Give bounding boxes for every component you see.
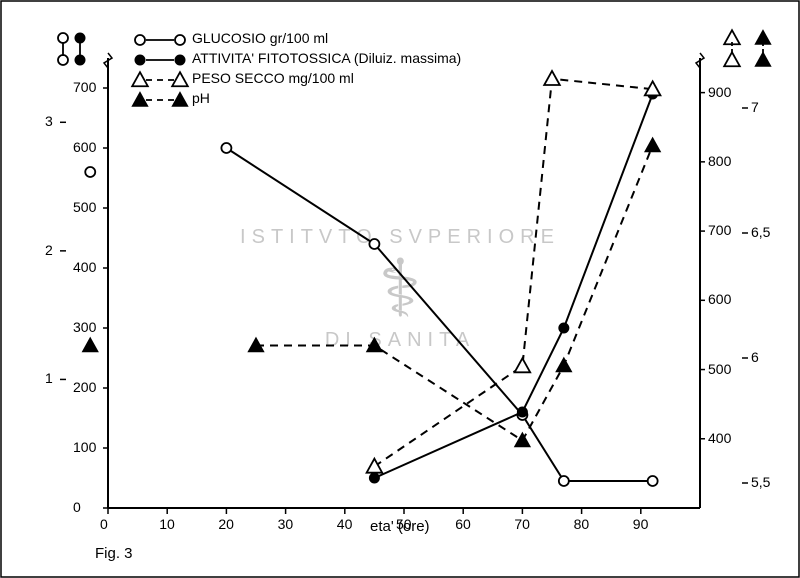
y-left-inner-tick: 600 xyxy=(73,139,96,155)
x-tick: 60 xyxy=(455,516,471,532)
y-right-inner-tick: 900 xyxy=(708,84,731,100)
y-left-inner-tick: 700 xyxy=(73,79,96,95)
y-right-outer-tick: 7 xyxy=(751,99,759,115)
y-left-outer-tick: 1 xyxy=(45,370,53,386)
y-right-outer-tick: 6 xyxy=(751,349,759,365)
y-left-inner-tick: 200 xyxy=(73,379,96,395)
x-tick: 50 xyxy=(396,516,412,532)
y-right-inner-tick: 800 xyxy=(708,153,731,169)
y-left-outer-tick: 3 xyxy=(45,113,53,129)
y-left-inner-tick: 500 xyxy=(73,199,96,215)
x-tick: 20 xyxy=(218,516,234,532)
legend-item-0: GLUCOSIO gr/100 ml xyxy=(192,30,328,46)
legend-item-3: pH xyxy=(192,90,210,106)
plot-svg xyxy=(0,0,800,578)
y-right-outer-tick: 6,5 xyxy=(751,224,770,240)
x-tick: 0 xyxy=(100,516,108,532)
y-left-inner-tick: 0 xyxy=(73,499,81,515)
y-right-inner-tick: 500 xyxy=(708,361,731,377)
legend-item-1: ATTIVITA' FITOTOSSICA (Diluiz. massima) xyxy=(192,50,461,66)
y-left-inner-tick: 300 xyxy=(73,319,96,335)
x-tick: 10 xyxy=(159,516,175,532)
legend-item-2: PESO SECCO mg/100 ml xyxy=(192,70,354,86)
y-left-inner-tick: 100 xyxy=(73,439,96,455)
y-right-inner-tick: 700 xyxy=(708,222,731,238)
y-right-inner-tick: 600 xyxy=(708,291,731,307)
figure-label: Fig. 3 xyxy=(95,545,133,562)
y-left-inner-tick: 400 xyxy=(73,259,96,275)
y-right-outer-tick: 5,5 xyxy=(751,474,770,490)
y-right-inner-tick: 400 xyxy=(708,430,731,446)
chart-root: ISTITVTO SVPERIORE ⚕ DI SANITA eta' (ore… xyxy=(0,0,800,578)
x-tick: 40 xyxy=(337,516,353,532)
x-tick: 30 xyxy=(278,516,294,532)
x-tick: 70 xyxy=(514,516,530,532)
x-tick: 90 xyxy=(633,516,649,532)
y-left-outer-tick: 2 xyxy=(45,242,53,258)
x-tick: 80 xyxy=(574,516,590,532)
